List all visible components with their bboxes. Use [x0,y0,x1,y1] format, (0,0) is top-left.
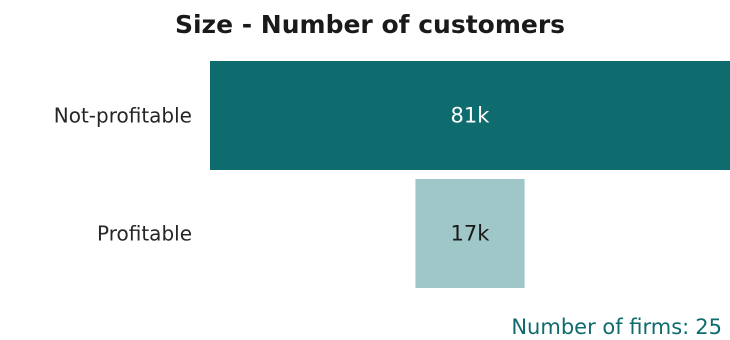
footnote-label: Number of firms: [511,315,689,339]
value-label-profitable: 17k [451,222,491,246]
value-label-not-profitable: 81k [451,104,491,128]
bar-profitable [415,179,525,288]
footnote-number-of-firms: Number of firms: 25 [511,315,722,339]
bars-group: 81k Not-profitable 17k Profitable [54,61,730,288]
bar-not-profitable [210,61,730,170]
footnote-value: 25 [695,315,722,339]
category-label-profitable: Profitable [97,222,192,246]
chart-title: Size - Number of customers [175,10,565,39]
category-label-not-profitable: Not-profitable [54,104,192,128]
